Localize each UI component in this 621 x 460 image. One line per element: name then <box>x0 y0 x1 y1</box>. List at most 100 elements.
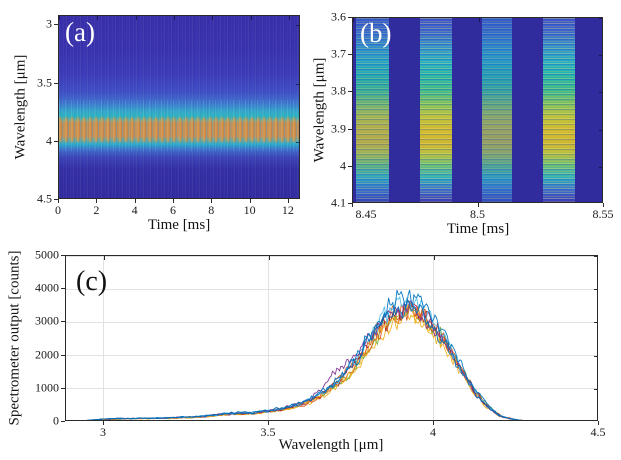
x-tick-bottom <box>352 203 353 207</box>
y-tick-left <box>61 387 65 389</box>
x-tick-label: 8.5 <box>470 207 485 221</box>
pulse-stripe <box>543 18 575 202</box>
x-tick-label: 8 <box>208 203 215 217</box>
y-tick-label: 4 <box>340 158 346 173</box>
panel-b-xlabel: Time [ms] <box>446 221 510 237</box>
spectrum-trace <box>85 295 521 420</box>
y-tick-label: 3000 <box>35 313 59 328</box>
y-tick-label: 0 <box>53 413 59 428</box>
y-tick-left <box>348 54 352 56</box>
x-tick-top-inner <box>173 16 175 20</box>
y-tick-left <box>348 165 352 167</box>
panel-c-letter: (c) <box>76 266 108 297</box>
panel-a-emission-band <box>59 117 299 142</box>
x-tick-label: 6 <box>169 203 176 217</box>
y-tick-label: 4.5 <box>37 191 52 206</box>
panel-b-zoom-spectrogram: (b) <box>352 17 603 203</box>
y-tick-right-inner <box>594 322 597 324</box>
spectrum-trace <box>89 305 521 420</box>
x-tick-top-inner <box>103 256 105 260</box>
y-tick-label: 3.9 <box>331 121 346 136</box>
x-tick-top-inner <box>212 16 214 20</box>
x-tick-bottom <box>287 199 289 203</box>
panel-a-letter: (a) <box>65 17 95 47</box>
y-tick-right-inner <box>296 141 299 143</box>
gridline-horizontal <box>66 321 597 323</box>
y-tick-label: 2000 <box>35 347 59 362</box>
x-tick-bottom <box>172 199 174 203</box>
y-tick-right-inner <box>599 92 602 94</box>
x-tick-top-inner <box>135 16 137 20</box>
y-tick-right-inner <box>594 388 597 390</box>
spectrum-trace <box>90 303 525 420</box>
y-tick-right-inner <box>599 166 602 168</box>
x-tick-label: 4 <box>131 203 138 217</box>
x-tick-bottom <box>477 203 479 207</box>
y-tick-left <box>61 354 65 356</box>
x-tick-bottom <box>267 421 269 425</box>
pulse-stripe <box>419 18 452 202</box>
spectrum-trace <box>87 289 523 420</box>
x-tick-label: 8.55 <box>592 207 614 221</box>
panel-a-spectrogram: (a) <box>58 15 300 199</box>
y-tick-label: 3.5 <box>37 75 52 90</box>
x-tick-bottom <box>432 421 434 425</box>
y-tick-label: 4 <box>46 133 52 148</box>
y-tick-label: 3.7 <box>331 46 346 61</box>
y-tick-left <box>348 91 352 93</box>
x-tick-top-inner <box>59 16 60 20</box>
y-tick-label: 1000 <box>35 380 59 395</box>
x-tick-bottom <box>96 199 98 203</box>
pulse-stripe <box>355 18 389 202</box>
x-tick-bottom <box>603 203 604 207</box>
x-tick-top-inner <box>250 16 252 20</box>
y-tick-left <box>54 199 58 200</box>
y-tick-left <box>348 17 352 18</box>
x-tick-label: 4.5 <box>590 425 606 439</box>
gridline-horizontal <box>66 288 597 290</box>
panel-b-ylabel: Wavelength [μm] <box>311 57 328 163</box>
y-tick-right-inner <box>599 55 602 57</box>
spectrum-trace <box>87 300 523 420</box>
panel-c-xlabel: Wavelength [μm] <box>278 437 384 453</box>
y-tick-right-inner <box>296 83 299 85</box>
y-tick-left <box>61 321 65 323</box>
x-tick-top-inner <box>97 16 99 20</box>
y-tick-label: 4.1 <box>331 195 346 210</box>
panel-c-spectra-plot: (c) <box>65 255 598 421</box>
y-tick-left <box>348 203 352 204</box>
y-tick-right-inner <box>296 25 299 27</box>
spectrum-trace <box>89 303 519 420</box>
x-tick-top-inner <box>478 18 480 22</box>
y-tick-label: 3.8 <box>331 83 346 98</box>
y-tick-label: 5000 <box>35 247 59 262</box>
panel-a-xlabel: Time [ms] <box>147 217 211 233</box>
panel-a-vertical-streaks <box>59 16 299 198</box>
gridline-vertical <box>103 256 105 420</box>
spectrum-trace <box>89 301 520 420</box>
y-tick-right-inner <box>594 289 597 291</box>
spectrum-trace <box>89 306 525 420</box>
y-tick-left <box>54 24 58 26</box>
y-tick-label: 3 <box>46 16 52 31</box>
x-tick-top-inner <box>268 256 270 260</box>
x-tick-top-inner <box>353 18 354 22</box>
gridline-horizontal <box>66 256 597 257</box>
gridline-vertical <box>433 256 435 420</box>
y-tick-left <box>61 421 65 422</box>
x-tick-top-inner <box>433 256 435 260</box>
x-tick-bottom <box>211 199 213 203</box>
x-tick-label: 12 <box>281 203 294 217</box>
x-tick-bottom <box>102 421 104 425</box>
y-tick-left <box>61 255 65 256</box>
y-tick-left <box>61 288 65 290</box>
spectrum-trace <box>84 299 521 420</box>
spectra-traces <box>84 289 525 420</box>
y-tick-left <box>348 128 352 130</box>
spectrum-trace <box>88 299 524 420</box>
x-tick-label: 2 <box>93 203 100 217</box>
x-tick-label: 0 <box>55 203 61 217</box>
y-tick-label: 4000 <box>35 280 59 295</box>
y-tick-left <box>54 140 58 142</box>
